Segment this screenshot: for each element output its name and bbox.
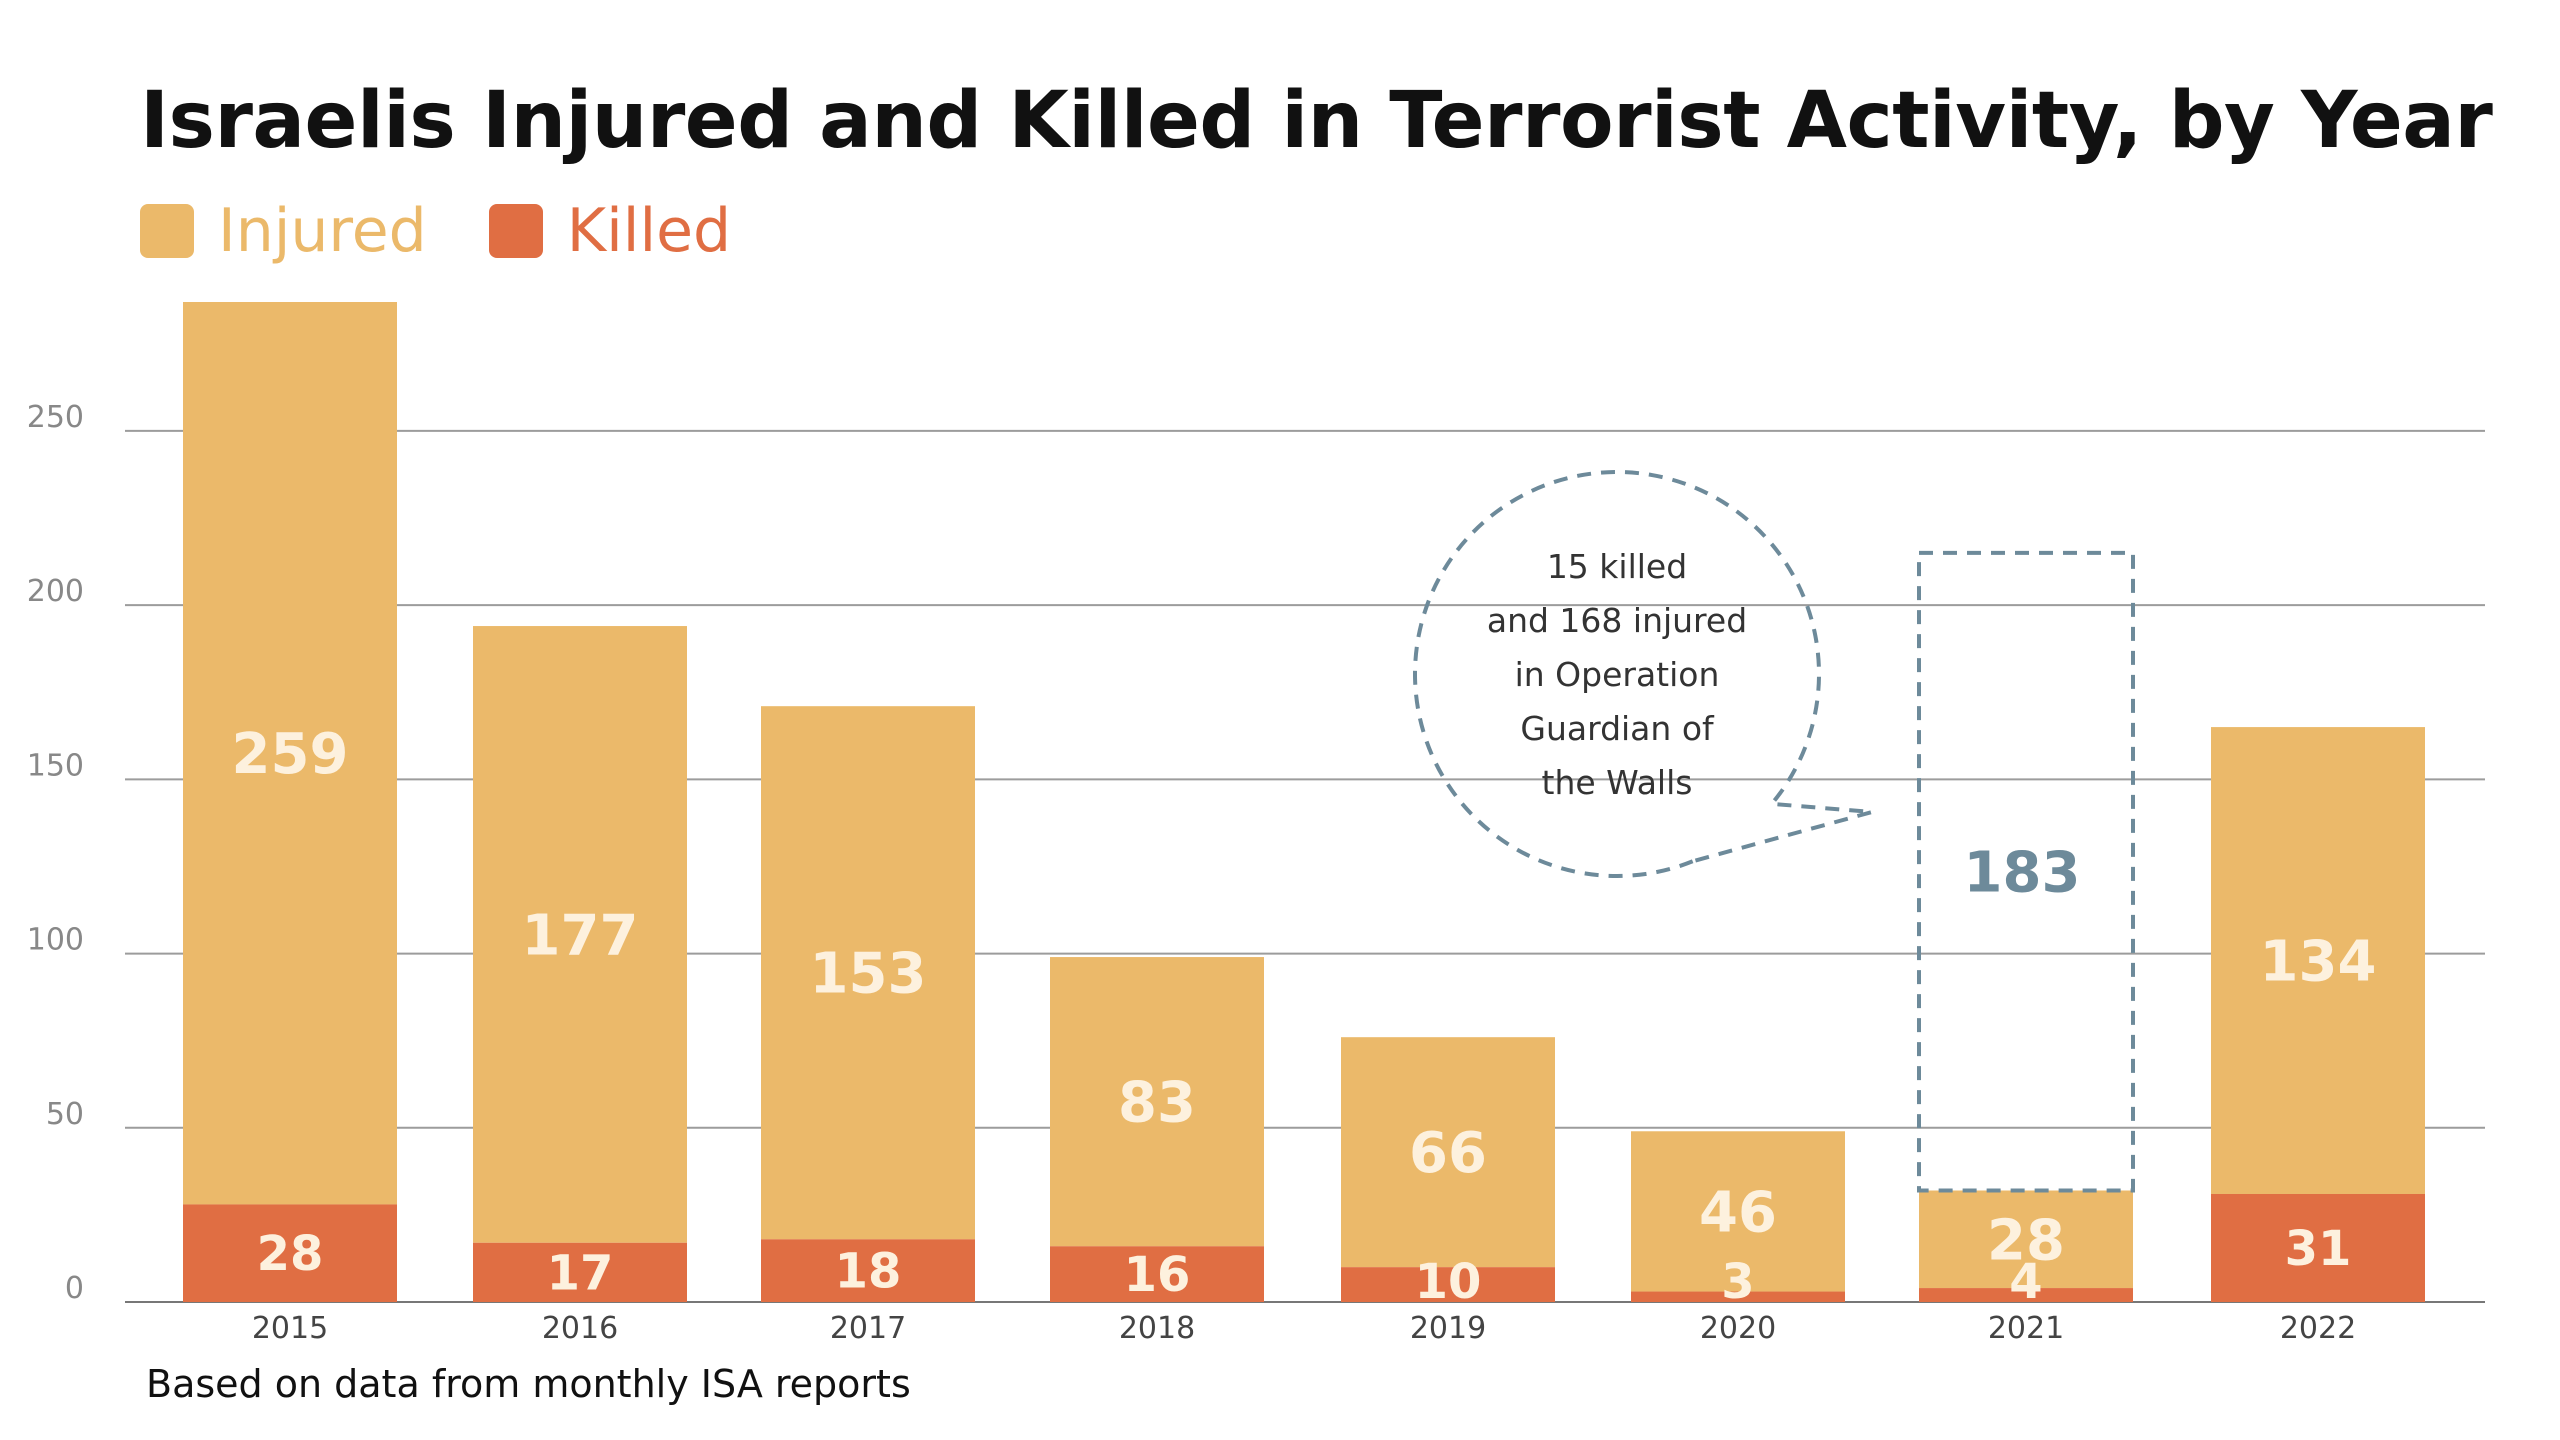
label-killed-2022: 31	[2285, 1221, 2352, 1277]
x-tick-label-2019: 2019	[1410, 1311, 1486, 1346]
x-tick-label-2018: 2018	[1119, 1311, 1195, 1346]
bar-killed-2017	[761, 1239, 975, 1302]
x-tick-label-2015: 2015	[252, 1311, 328, 1346]
label-killed-2018: 16	[1124, 1247, 1191, 1303]
bar-killed-2022	[2211, 1193, 2425, 1302]
bar-killed-2016	[473, 1242, 687, 1302]
y-tick-label-150: 150	[27, 748, 84, 783]
y-tick-label-50: 50	[46, 1097, 84, 1132]
label-injured-2015: 259	[232, 722, 349, 787]
label-killed-2015: 28	[257, 1226, 324, 1282]
bar-layer	[183, 302, 2425, 1302]
annotation-callout-line-3: in Operation	[1515, 655, 1720, 694]
legend-label-killed: Killed	[566, 196, 732, 266]
bar-injured-2022	[2211, 727, 2425, 1194]
bar-killed-2019	[1341, 1267, 1555, 1302]
bar-injured-2018	[1050, 957, 1264, 1247]
label-killed-2017: 18	[835, 1244, 902, 1300]
y-tick-label-200: 200	[27, 574, 84, 609]
bar-injured-2020	[1631, 1131, 1845, 1292]
bar-injured-2015	[183, 302, 397, 1205]
source-note: Based on data from monthly ISA reports	[146, 1362, 911, 1406]
label-killed-2019: 10	[1415, 1254, 1482, 1310]
label-injured-2016: 177	[522, 903, 639, 968]
bar-killed-2015	[183, 1204, 397, 1302]
annotation-callout-line-1: 15 killed	[1547, 547, 1687, 586]
label-injured-2019: 66	[1409, 1121, 1487, 1186]
legend-swatch-injured	[140, 204, 194, 258]
label-injured-2018: 83	[1118, 1071, 1196, 1136]
x-tick-label-2016: 2016	[542, 1311, 618, 1346]
bar-injured-2017	[761, 706, 975, 1240]
y-tick-label-0: 0	[65, 1271, 84, 1306]
bar-killed-2021	[1919, 1288, 2133, 1302]
x-tick-label-2017: 2017	[830, 1311, 906, 1346]
legend-swatch-killed	[488, 204, 543, 258]
annotation-callout-line-2: and 168 injured	[1487, 601, 1747, 640]
bar-injured-2021	[1919, 1190, 2133, 1289]
annotation-callout-line-4: Guardian of	[1520, 709, 1715, 748]
legend-item-killed: Killed	[488, 196, 732, 266]
legend-item-injured: Injured	[140, 196, 427, 266]
chart-title: Israelis Injured and Killed in Terrorist…	[140, 76, 2493, 166]
bar-injured-2016	[473, 626, 687, 1243]
legend-label-injured: Injured	[218, 196, 427, 266]
y-tick-label-100: 100	[27, 923, 84, 958]
bar-injured-2019	[1341, 1037, 1555, 1268]
label-killed-2021: 4	[2009, 1254, 2042, 1310]
x-tick-label-2021: 2021	[1988, 1311, 2064, 1346]
annotation-total-label: 183	[1964, 841, 2081, 906]
bar-killed-2018	[1050, 1246, 1264, 1302]
y-tick-label-250: 250	[27, 400, 84, 435]
label-injured-2020: 46	[1699, 1180, 1777, 1245]
label-killed-2016: 17	[547, 1245, 614, 1301]
label-injured-2021: 28	[1987, 1208, 2065, 1273]
label-injured-2017: 153	[810, 942, 927, 1007]
bar-killed-2020	[1631, 1291, 1845, 1302]
label-layer: 2592820151771720161531820178316201866102…	[232, 722, 2377, 1346]
annotation-layer: 183 15 killed and 168 injured in Operation G…	[1413, 470, 2135, 1193]
annotation-callout-line-5: the Walls	[1542, 763, 1693, 802]
x-tick-label-2020: 2020	[1700, 1311, 1776, 1346]
annotation-dashed-box	[1917, 550, 2135, 1193]
label-injured-2022: 134	[2260, 930, 2377, 995]
x-tick-label-2022: 2022	[2280, 1311, 2356, 1346]
label-killed-2020: 3	[1721, 1254, 1754, 1310]
legend: Injured Killed	[140, 196, 793, 266]
